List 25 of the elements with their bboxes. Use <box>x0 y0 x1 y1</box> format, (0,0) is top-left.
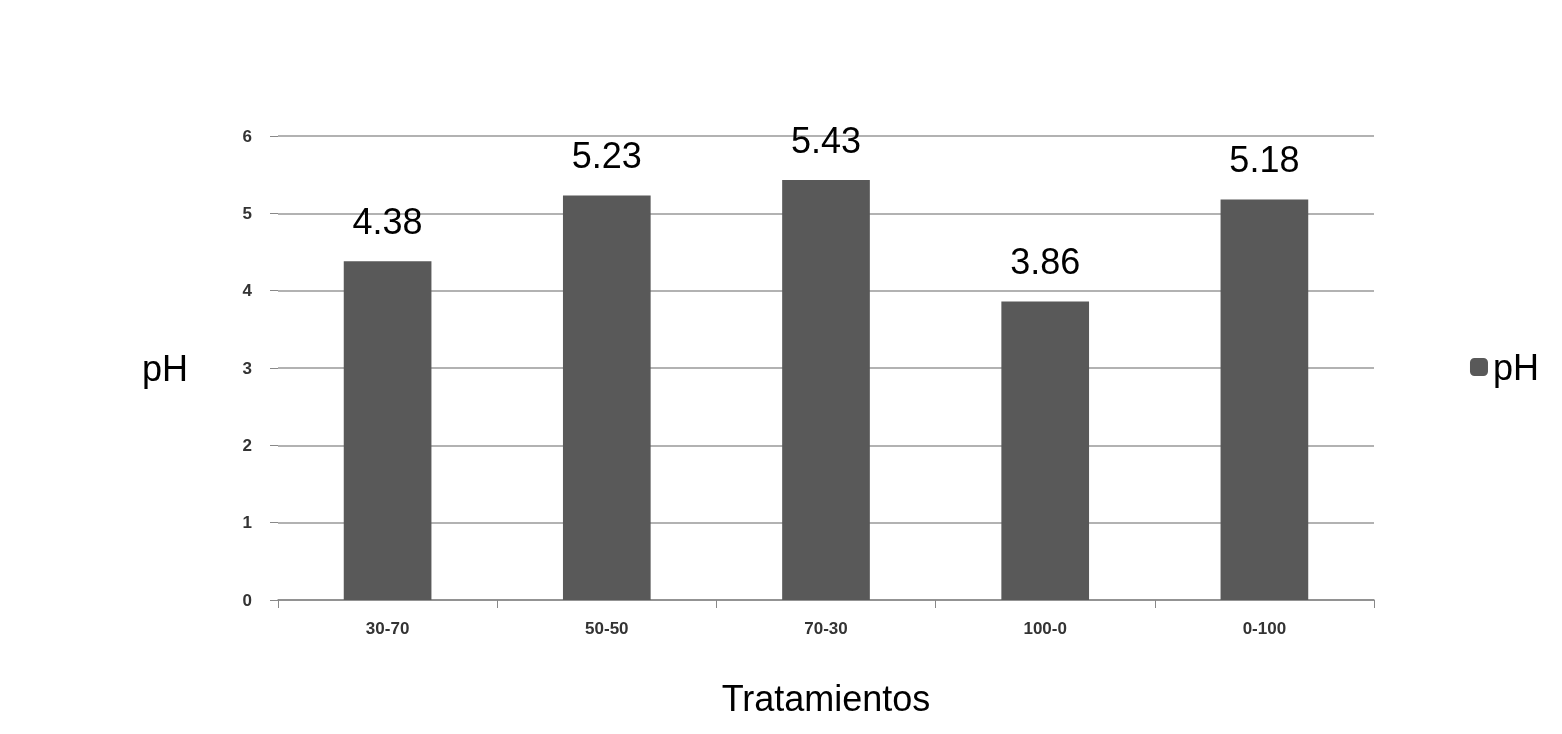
bar <box>782 180 870 600</box>
data-label: 5.18 <box>1229 138 1300 180</box>
bar <box>1001 301 1090 600</box>
y-tick-label: 2 <box>242 435 252 455</box>
legend-label: pH <box>1492 346 1540 388</box>
data-label: 5.23 <box>571 135 642 177</box>
data-label: 5.43 <box>790 119 862 161</box>
x-tick-label: 100-0 <box>1023 619 1067 638</box>
x-tick-label: 50-50 <box>585 619 629 638</box>
x-tick-label: 70-30 <box>804 619 848 638</box>
bar <box>1220 199 1309 600</box>
y-tick-label: 6 <box>242 126 252 146</box>
y-tick-label: 3 <box>242 358 252 378</box>
y-tick-label: 4 <box>242 281 253 301</box>
bar <box>343 261 432 600</box>
data-label: 4.38 <box>352 200 423 242</box>
y-tick-label: 5 <box>242 203 252 223</box>
bar <box>562 195 651 600</box>
data-label: 3.86 <box>1010 240 1081 282</box>
y-tick-label: 1 <box>242 513 252 533</box>
x-tick-label: 30-70 <box>365 619 410 638</box>
x-tick-label: 0-100 <box>1242 619 1287 638</box>
y-tick-label: 0 <box>242 590 252 610</box>
y-axis-title: pH <box>141 347 188 389</box>
x-axis-title: Tratamientos <box>721 677 931 719</box>
